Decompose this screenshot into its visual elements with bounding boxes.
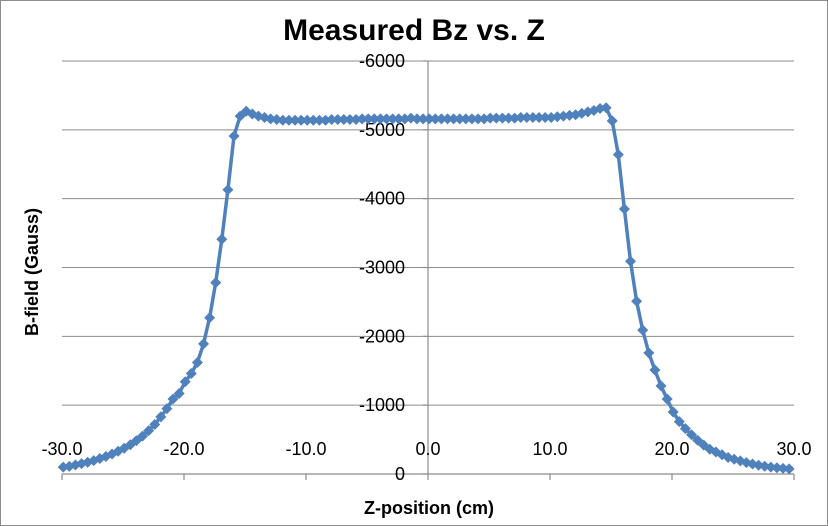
- data-point-marker: [484, 112, 496, 124]
- data-point-marker: [435, 113, 447, 125]
- data-point-marker: [393, 113, 405, 125]
- data-point-marker: [460, 113, 472, 125]
- data-point-marker: [490, 112, 502, 124]
- data-point-marker: [539, 111, 551, 123]
- data-point-marker: [527, 111, 539, 123]
- data-point-marker: [301, 114, 313, 126]
- data-point-marker: [533, 111, 545, 123]
- data-point-marker: [216, 233, 228, 245]
- data-point-marker: [155, 411, 167, 423]
- data-point-marker: [338, 114, 350, 126]
- x-tick-label: 0.0: [415, 439, 440, 459]
- data-point-marker: [179, 376, 191, 388]
- data-point-marker: [185, 368, 197, 380]
- data-point-marker: [667, 406, 679, 418]
- data-point-marker: [448, 113, 460, 125]
- data-point-marker: [222, 184, 234, 196]
- data-point-marker: [295, 114, 307, 126]
- data-point-marker: [277, 114, 289, 126]
- data-point-marker: [503, 112, 515, 124]
- data-point-marker: [631, 295, 643, 307]
- data-point-marker: [161, 403, 173, 415]
- y-tick-label: -3000: [359, 258, 405, 278]
- data-point-marker: [655, 380, 667, 392]
- data-point-marker: [673, 416, 685, 428]
- data-point-marker: [374, 113, 386, 125]
- data-point-marker: [496, 112, 508, 124]
- data-point-marker: [344, 114, 356, 126]
- x-axis-title: Z-position (cm): [364, 498, 494, 518]
- data-point-marker: [686, 429, 698, 441]
- data-point-marker: [643, 347, 655, 359]
- x-tick-label: 20.0: [654, 439, 689, 459]
- data-point-marker: [411, 113, 423, 125]
- data-point-marker: [307, 114, 319, 126]
- data-point-marker: [612, 149, 624, 161]
- data-point-marker: [326, 114, 338, 126]
- data-point-marker: [649, 364, 661, 376]
- data-point-marker: [362, 113, 374, 125]
- y-tick-label: -5000: [359, 120, 405, 140]
- y-tick-label: -1000: [359, 395, 405, 415]
- data-point-marker: [606, 115, 618, 127]
- data-point-marker: [600, 102, 612, 114]
- data-point-marker: [454, 113, 466, 125]
- data-point-marker: [381, 113, 393, 125]
- data-point-marker: [521, 111, 533, 123]
- data-point-marker: [466, 113, 478, 125]
- data-point-marker: [625, 255, 637, 267]
- x-tick-label: -20.0: [163, 439, 204, 459]
- data-point-marker: [783, 463, 795, 475]
- x-tick-label: 10.0: [532, 439, 567, 459]
- data-point-marker: [137, 430, 149, 442]
- data-point-marker: [191, 356, 203, 368]
- data-series: [57, 102, 795, 475]
- data-point-marker: [167, 393, 179, 405]
- data-point-marker: [771, 462, 783, 474]
- data-point-marker: [149, 418, 161, 430]
- y-tick-label: -6000: [359, 51, 405, 71]
- data-point-marker: [173, 387, 185, 399]
- data-point-marker: [228, 130, 240, 142]
- x-tick-label: 30.0: [776, 439, 811, 459]
- data-point-marker: [423, 113, 435, 125]
- y-tick-label: -4000: [359, 189, 405, 209]
- data-point-marker: [313, 114, 325, 126]
- data-point-marker: [332, 114, 344, 126]
- data-point-marker: [143, 425, 155, 437]
- data-point-marker: [387, 113, 399, 125]
- data-point-marker: [777, 462, 789, 474]
- axes: [61, 60, 795, 480]
- data-point-marker: [368, 113, 380, 125]
- data-point-marker: [442, 113, 454, 125]
- y-axis-title: B-field (Gauss): [22, 208, 42, 336]
- data-point-marker: [198, 338, 210, 350]
- data-point-marker: [289, 114, 301, 126]
- data-point-marker: [210, 277, 222, 289]
- data-point-marker: [637, 324, 649, 336]
- y-tick-label: -2000: [359, 326, 405, 346]
- series-line: [63, 106, 790, 471]
- data-point-marker: [356, 113, 368, 125]
- data-point-marker: [429, 113, 441, 125]
- tick-labels: 0 -1000 -2000 -3000 -4000 -5000 -6000 -30.0 -20.…: [41, 51, 811, 484]
- data-point-marker: [204, 312, 216, 324]
- data-point-marker: [661, 393, 673, 405]
- data-point-marker: [515, 111, 527, 123]
- data-point-marker: [472, 113, 484, 125]
- data-point-marker: [283, 114, 295, 126]
- y-tick-label: 0: [395, 464, 405, 484]
- chart-title: Measured Bz vs. Z: [283, 14, 545, 47]
- data-point-marker: [618, 203, 630, 215]
- x-tick-label: -30.0: [41, 439, 82, 459]
- x-tick-label: -10.0: [285, 439, 326, 459]
- data-point-marker: [417, 113, 429, 125]
- data-point-marker: [679, 423, 691, 435]
